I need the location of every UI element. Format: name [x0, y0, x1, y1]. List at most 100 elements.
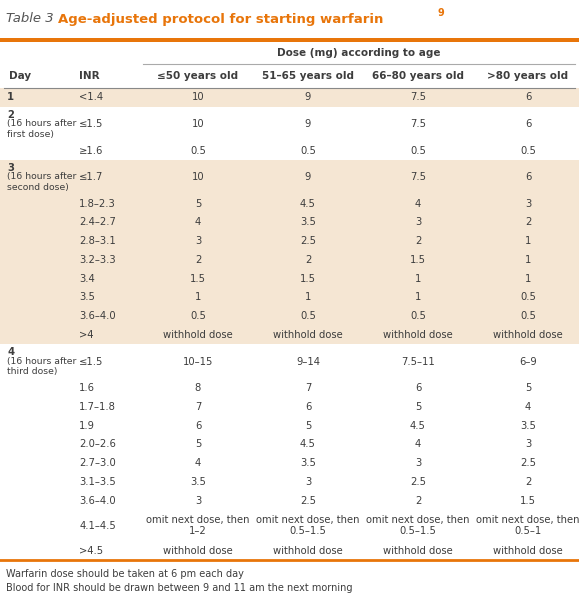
- Text: 7: 7: [195, 402, 201, 412]
- Text: 0.5: 0.5: [300, 146, 316, 155]
- Text: 1.5: 1.5: [300, 274, 316, 284]
- Text: 2: 2: [305, 255, 311, 265]
- Text: 2: 2: [415, 496, 421, 506]
- Text: 6: 6: [195, 421, 201, 431]
- Text: 10: 10: [192, 119, 204, 129]
- Bar: [0, 64, 579, 88]
- Text: 2.7–3.0: 2.7–3.0: [79, 458, 116, 468]
- Text: 5: 5: [415, 402, 421, 412]
- Text: (16 hours after
second dose): (16 hours after second dose): [7, 172, 76, 191]
- Text: 9: 9: [305, 172, 311, 182]
- Text: withhold dose: withhold dose: [273, 545, 343, 556]
- Text: 1.5: 1.5: [410, 255, 426, 265]
- Text: 7.5: 7.5: [410, 119, 426, 129]
- Text: 10–15: 10–15: [183, 356, 213, 367]
- Text: 3: 3: [7, 163, 14, 173]
- Text: 7.5: 7.5: [410, 172, 426, 182]
- Text: 4: 4: [7, 347, 14, 358]
- Text: 6: 6: [415, 383, 421, 393]
- Text: 9: 9: [438, 8, 445, 18]
- Text: (16 hours after
third dose): (16 hours after third dose): [7, 356, 76, 376]
- Text: 3: 3: [415, 217, 421, 227]
- Text: >4: >4: [79, 330, 94, 340]
- Text: 1.8–2.3: 1.8–2.3: [79, 199, 116, 209]
- Bar: [0, 88, 579, 107]
- Text: ≤1.5: ≤1.5: [79, 356, 104, 367]
- Text: Blood for INR should be drawn between 9 and 11 am the next morning: Blood for INR should be drawn between 9 …: [6, 583, 353, 593]
- Bar: [0, 194, 579, 213]
- Text: 0.5: 0.5: [300, 311, 316, 321]
- Bar: [0, 269, 579, 288]
- Text: 4.1–4.5: 4.1–4.5: [79, 521, 116, 530]
- Text: 3: 3: [525, 439, 531, 449]
- Bar: [0, 307, 579, 326]
- Bar: [0, 379, 579, 397]
- Text: 3: 3: [305, 477, 311, 487]
- Text: (16 hours after
first dose): (16 hours after first dose): [7, 119, 76, 139]
- Text: 0.5: 0.5: [520, 311, 536, 321]
- Text: 3.1–3.5: 3.1–3.5: [79, 477, 116, 487]
- Text: 1: 1: [195, 292, 201, 302]
- Text: >80 years old: >80 years old: [488, 71, 569, 81]
- Text: Table 3: Table 3: [6, 13, 54, 25]
- Text: 2.0–2.6: 2.0–2.6: [79, 439, 116, 449]
- Text: 1: 1: [415, 274, 421, 284]
- Text: Day: Day: [9, 71, 31, 81]
- Text: 1.5: 1.5: [520, 496, 536, 506]
- Text: 66–80 years old: 66–80 years old: [372, 71, 464, 81]
- Text: 0.5: 0.5: [190, 146, 206, 155]
- Text: 4: 4: [195, 217, 201, 227]
- Text: ≤1.5: ≤1.5: [79, 119, 104, 129]
- Text: 8: 8: [195, 383, 201, 393]
- Text: 5: 5: [195, 439, 201, 449]
- Bar: [0, 416, 579, 435]
- Text: 1.5: 1.5: [190, 274, 206, 284]
- Text: <1.4: <1.4: [79, 92, 104, 103]
- Text: 2.5: 2.5: [410, 477, 426, 487]
- Text: 3: 3: [195, 496, 201, 506]
- Text: 4.5: 4.5: [300, 199, 316, 209]
- Text: 3.2–3.3: 3.2–3.3: [79, 255, 116, 265]
- Text: 4.5: 4.5: [300, 439, 316, 449]
- Bar: [0, 232, 579, 251]
- Bar: [0, 344, 579, 379]
- Text: 0.5: 0.5: [520, 146, 536, 155]
- Text: 1: 1: [415, 292, 421, 302]
- Text: 4: 4: [195, 458, 201, 468]
- Text: 3: 3: [195, 236, 201, 246]
- Text: Age-adjusted protocol for starting warfarin: Age-adjusted protocol for starting warfa…: [58, 13, 383, 25]
- Text: 3: 3: [525, 199, 531, 209]
- Text: 0.5: 0.5: [410, 311, 426, 321]
- Text: 3.5: 3.5: [79, 292, 96, 302]
- Text: 6: 6: [525, 92, 531, 103]
- Text: 5: 5: [305, 421, 311, 431]
- Text: 0.5: 0.5: [190, 311, 206, 321]
- Text: 1: 1: [525, 255, 531, 265]
- Text: ≤50 years old: ≤50 years old: [157, 71, 239, 81]
- Bar: [0, 491, 579, 510]
- Text: 6: 6: [525, 119, 531, 129]
- Text: 4: 4: [415, 199, 421, 209]
- Text: 2: 2: [7, 110, 14, 120]
- Text: Warfarin dose should be taken at 6 pm each day: Warfarin dose should be taken at 6 pm ea…: [6, 569, 244, 579]
- Text: omit next dose, then
0.5–1: omit next dose, then 0.5–1: [477, 515, 579, 536]
- Text: 2.5: 2.5: [300, 236, 316, 246]
- Text: withhold dose: withhold dose: [493, 545, 563, 556]
- Text: 2: 2: [525, 217, 531, 227]
- Text: 1.6: 1.6: [79, 383, 96, 393]
- Text: Dose (mg) according to age: Dose (mg) according to age: [277, 48, 441, 58]
- Text: 3.5: 3.5: [300, 458, 316, 468]
- Bar: [0, 251, 579, 269]
- Text: 3.5: 3.5: [190, 477, 206, 487]
- Text: 10: 10: [192, 172, 204, 182]
- Text: 2.8–3.1: 2.8–3.1: [79, 236, 116, 246]
- Text: 9–14: 9–14: [296, 356, 320, 367]
- Text: 2: 2: [415, 236, 421, 246]
- Text: 3.4: 3.4: [79, 274, 95, 284]
- Text: 3.5: 3.5: [300, 217, 316, 227]
- Text: 4: 4: [415, 439, 421, 449]
- Text: 1: 1: [525, 236, 531, 246]
- Bar: [0, 288, 579, 307]
- Bar: [0, 141, 579, 160]
- Bar: [0, 454, 579, 472]
